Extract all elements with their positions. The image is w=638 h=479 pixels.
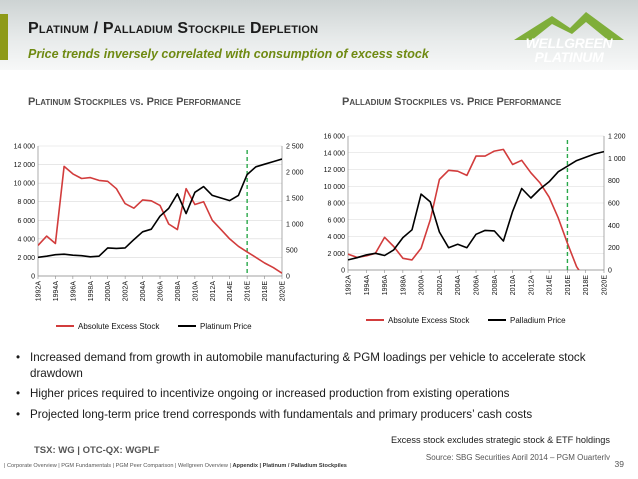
palladium-section-title: Palladium Stockpiles vs. Price Performan…: [342, 96, 562, 108]
y-left-tick-label: 12 000: [14, 162, 36, 169]
x-tick-label: 2016E: [565, 275, 572, 296]
x-tick-label: 2018E: [262, 281, 269, 302]
y-right-tick-label: 200: [608, 245, 620, 252]
x-tick-label: 1994A: [53, 281, 60, 302]
legend-price-label: Palladium Price: [510, 316, 566, 325]
x-tick-label: 2020E: [280, 281, 287, 302]
y-left-tick-label: 16 000: [324, 134, 346, 141]
y-left-tick-label: 8 000: [17, 199, 35, 206]
platinum-chart: 0 2 000 4 000 6 000 8 000 10 000 12 000 14 000 0…: [14, 144, 304, 332]
footer-nav-active[interactable]: Appendix | Platinum / Palladium Stockpil…: [232, 463, 347, 469]
x-tick-label: 1998A: [400, 275, 407, 296]
y-left-tick-label: 6 000: [17, 218, 35, 225]
footer-nav-links[interactable]: | Corporate Overview | PGM Fundamentals …: [4, 463, 233, 469]
logo-text-bottom: PLATINUM: [534, 49, 604, 65]
x-tick-label: 2012A: [210, 281, 217, 302]
price-series-line: [38, 158, 282, 259]
price-series-line: [348, 150, 604, 261]
x-tick-label: 2008A: [175, 281, 182, 302]
y-right-tick-label: 2 500: [286, 144, 304, 151]
x-tick-label: 1994A: [364, 275, 371, 296]
y-left-tick-label: 14 000: [14, 144, 36, 151]
legend-price-label: Platinum Price: [200, 322, 252, 331]
x-tick-label: 2000A: [105, 281, 112, 302]
x-tick-label: 2020E: [602, 275, 609, 296]
footer-bar: [0, 460, 638, 479]
y-right-tick-label: 1 500: [286, 196, 304, 203]
bullet-item: • Projected long-term price trend corresp…: [16, 407, 624, 423]
bullet-text: Higher prices required to incentivize on…: [30, 387, 510, 400]
bullet-item: • Increased demand from growth in automob…: [16, 350, 624, 381]
y-left-tick-label: 6 000: [327, 217, 345, 224]
y-right-tick-label: 800: [608, 178, 620, 185]
logo-text-top: WELLGREEN: [525, 35, 613, 51]
x-tick-label: 1992A: [346, 275, 353, 296]
wellgreen-logo: WELLGREEN PLATINUM: [512, 6, 626, 68]
x-tick-label: 2014E: [547, 275, 554, 296]
header-accent-bar: [0, 14, 8, 60]
y-right-tick-label: 500: [286, 248, 298, 255]
y-right-tick-label: 2 000: [286, 170, 304, 177]
bullet-text: Increased demand from growth in automobi…: [30, 351, 586, 380]
y-left-tick-label: 4 000: [327, 234, 345, 241]
x-tick-label: 2018E: [583, 275, 590, 296]
bullet-dot-icon: •: [16, 387, 21, 400]
x-tick-label: 1992A: [36, 281, 43, 302]
x-tick-label: 2012A: [528, 275, 535, 296]
y-right-tick-label: 0: [608, 268, 612, 275]
y-left-tick-label: 10 000: [324, 184, 346, 191]
platinum-section-title: Platinum Stockpiles vs. Price Performanc…: [28, 96, 241, 108]
y-right-tick-label: 0: [286, 274, 290, 281]
y-right-tick-label: 600: [608, 201, 620, 208]
page-subtitle: Price trends inversely correlated with c…: [28, 47, 429, 61]
y-left-tick-label: 4 000: [17, 236, 35, 243]
legend-stock-label: Absolute Excess Stock: [388, 316, 470, 325]
ticker-symbols: TSX: WG | OTC-QX: WGPLF: [34, 445, 160, 456]
y-left-tick-label: 2 000: [327, 251, 345, 258]
x-tick-label: 2010A: [510, 275, 517, 296]
x-tick-label: 2008A: [492, 275, 499, 296]
y-right-tick-label: 1 200: [608, 134, 626, 141]
palladium-chart: 0 2 000 4 000 6 000 8 000 10 000 12 000 14 000 1…: [324, 134, 626, 326]
y-right-tick-label: 1 000: [608, 156, 626, 163]
x-tick-label: 2002A: [437, 275, 444, 296]
bullet-dot-icon: •: [16, 407, 21, 421]
x-tick-label: 2010A: [192, 281, 199, 302]
y-right-tick-label: 1 000: [286, 222, 304, 229]
x-tick-label: 2016E: [245, 281, 252, 302]
x-tick-label: 2014E: [227, 281, 234, 302]
y-left-tick-label: 10 000: [14, 181, 36, 188]
y-left-tick-label: 2 000: [17, 255, 35, 262]
page-number: 39: [614, 459, 624, 469]
bullet-dot-icon: •: [16, 351, 21, 364]
page-title: Platinum / Palladium Stockpile Depletion: [28, 20, 319, 37]
x-tick-label: 2004A: [455, 275, 462, 296]
y-left-tick-label: 0: [341, 268, 345, 275]
bullet-item: • Higher prices required to incentivize o…: [16, 386, 624, 402]
stock-series-line: [348, 148, 580, 270]
x-tick-label: 2002A: [123, 281, 130, 302]
bullet-text: Projected long-term price trend correspo…: [30, 407, 533, 421]
x-tick-label: 1998A: [88, 281, 95, 302]
source-citation: Source: SBG Securities April 2014 – PGM …: [425, 453, 610, 462]
y-left-tick-label: 8 000: [327, 201, 345, 208]
x-tick-label: 2006A: [158, 281, 165, 302]
excess-stock-note: Excess stock excludes strategic stock & …: [390, 435, 610, 445]
bullet-list: • Increased demand from growth in automob…: [16, 350, 624, 427]
y-left-tick-label: 14 000: [324, 150, 346, 157]
x-tick-label: 1996A: [70, 281, 77, 302]
mountain-logo-icon: [514, 12, 624, 40]
y-right-tick-label: 400: [608, 223, 620, 230]
stock-series-line: [38, 165, 282, 274]
legend-stock-label: Absolute Excess Stock: [78, 322, 160, 331]
x-tick-label: 2000A: [419, 275, 426, 296]
x-tick-label: 1996A: [382, 275, 389, 296]
y-left-tick-label: 0: [31, 274, 35, 281]
x-tick-label: 2006A: [474, 275, 481, 296]
x-tick-label: 2004A: [140, 281, 147, 302]
footer-navigation[interactable]: | Corporate Overview | PGM Fundamentals …: [4, 463, 347, 469]
y-left-tick-label: 12 000: [324, 167, 346, 174]
